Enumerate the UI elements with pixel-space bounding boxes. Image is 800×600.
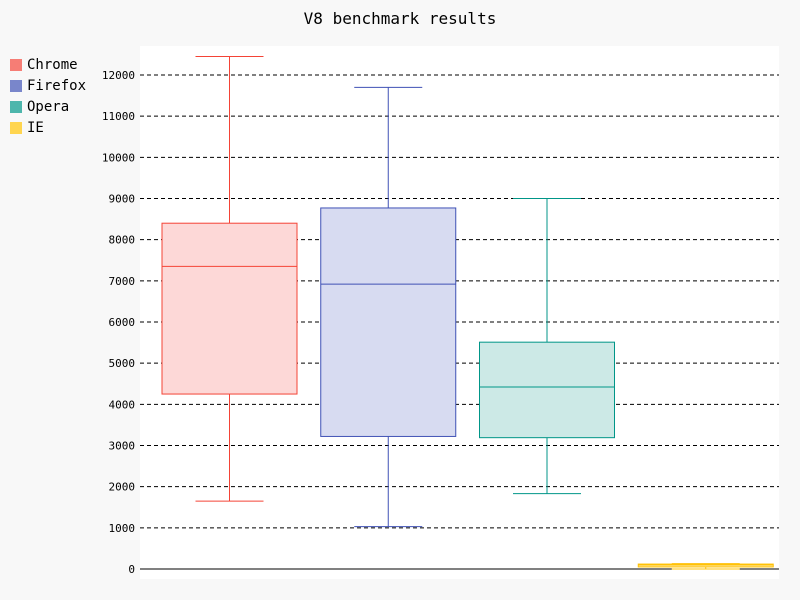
box-opera	[479, 341, 615, 439]
legend-swatch-firefox	[10, 79, 22, 92]
y-tick-label: 0	[128, 563, 135, 576]
y-tick-label: 1000	[109, 522, 136, 535]
y-tick-label: 12000	[102, 69, 135, 82]
box-chrome	[161, 222, 298, 395]
y-tick-label: 8000	[109, 234, 136, 247]
y-tick-label: 5000	[109, 357, 136, 370]
box-ie	[637, 563, 774, 568]
y-tick-label: 3000	[109, 440, 136, 453]
y-tick-label: 7000	[109, 275, 136, 288]
y-tick-label: 9000	[109, 193, 136, 206]
y-tick-label: 2000	[109, 481, 136, 494]
box-firefox	[320, 207, 457, 437]
chart-title: V8 benchmark results	[303, 9, 497, 28]
legend-swatch-chrome	[10, 58, 22, 71]
legend-label-chrome: Chrome	[27, 56, 78, 73]
legend-item-chrome[interactable]: Chrome	[10, 54, 86, 75]
legend-label-opera: Opera	[27, 98, 70, 115]
legend-swatch-ie	[10, 121, 22, 134]
y-tick-label: 11000	[102, 110, 135, 123]
legend-label-firefox: Firefox	[27, 77, 87, 94]
legend-swatch-opera	[10, 100, 22, 113]
legend-label-ie: IE	[27, 119, 44, 136]
y-tick-label: 10000	[102, 151, 135, 164]
y-tick-label: 4000	[109, 398, 136, 411]
legend-item-firefox[interactable]: Firefox	[10, 75, 86, 96]
legend-item-ie[interactable]: IE	[10, 117, 86, 138]
y-tick-label: 6000	[109, 316, 136, 329]
legend-item-opera[interactable]: Opera	[10, 96, 86, 117]
legend: Chrome Firefox Opera IE	[10, 54, 86, 138]
